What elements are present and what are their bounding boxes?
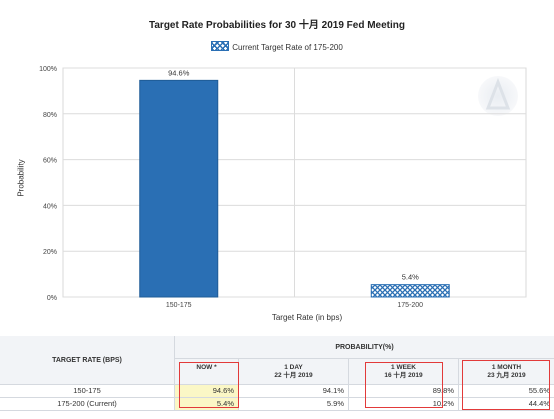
bar-value-labels: 94.6% 5.4%	[168, 68, 419, 281]
y-tick-label: 60%	[43, 158, 57, 165]
highlight-box-1week	[365, 362, 443, 408]
col-header-1month-date: 23 九月 2019	[487, 372, 526, 379]
bar-value-label: 5.4%	[402, 273, 419, 282]
probability-table: TARGET RATE (BPS) PROBABILITY(%) NOW * 1…	[0, 336, 554, 419]
col-header-1day-label: 1 DAY	[284, 364, 303, 371]
cell-175-200-1week: 10.2%	[348, 398, 458, 410]
col-header-1week-label: 1 WEEK	[391, 364, 416, 371]
legend-label: Current Target Rate of 175-200	[232, 43, 343, 52]
x-tick-label: 150-175	[166, 302, 192, 309]
row-label-150-175: 150-175	[73, 386, 101, 395]
col-header-1week-date: 16 十月 2019	[384, 372, 423, 379]
cell-175-200-1month: 44.4%	[458, 398, 554, 410]
gridlines	[62, 67, 527, 298]
col-header-1month: 1 MONTH 23 九月 2019	[458, 358, 554, 384]
cell-175-200-1day: 5.9%	[238, 398, 348, 410]
y-tick-label: 20%	[43, 249, 57, 256]
cell-150-175-1day: 94.1%	[238, 385, 348, 397]
x-tick-labels: 150-175 175-200	[166, 302, 423, 309]
legend[interactable]: Current Target Rate of 175-200	[0, 41, 554, 52]
col-header-1day: 1 DAY 22 十月 2019	[238, 358, 348, 384]
chart-title: Target Rate Probabilities for 30 十月 2019…	[149, 20, 405, 31]
table-header-target-rate: TARGET RATE (BPS)	[0, 336, 174, 384]
y-tick-label: 80%	[43, 112, 57, 119]
highlight-box-now	[179, 362, 239, 408]
cell-150-175-1week: 89.8%	[348, 385, 458, 397]
x-axis-label: Target Rate (in bps)	[271, 313, 343, 322]
legend-swatch-hatched	[211, 41, 230, 51]
bar-chart: 0% 20% 40% 60% 80% 100% 94.6% 5.4% 150-175 175-…	[39, 66, 527, 309]
cell-150-175-now: 94.6%	[174, 385, 238, 397]
bar-value-label: 94.6%	[168, 68, 190, 77]
y-tick-labels: 0% 20% 40% 60% 80% 100%	[39, 66, 57, 302]
cell-150-175-1month: 55.6%	[458, 385, 554, 397]
bar-175-200	[370, 284, 450, 298]
y-axis-label: Probability	[16, 159, 26, 197]
bar-150-175	[139, 79, 219, 298]
highlight-box-1month	[462, 360, 550, 410]
bars	[139, 79, 450, 298]
col-header-1month-label: 1 MONTH	[491, 364, 522, 371]
y-tick-label: 40%	[43, 203, 57, 210]
table-header-probability: PROBABILITY(%)	[174, 336, 554, 358]
row-label-175-200: 175-200 (Current)	[57, 399, 117, 408]
watermark-logo	[478, 76, 518, 116]
y-tick-label: 100%	[39, 66, 57, 73]
y-tick-label: 0%	[47, 295, 57, 302]
col-header-now-label: NOW *	[196, 364, 217, 371]
x-tick-label: 175-200	[397, 302, 423, 309]
col-header-1day-date: 22 十月 2019	[274, 372, 313, 379]
